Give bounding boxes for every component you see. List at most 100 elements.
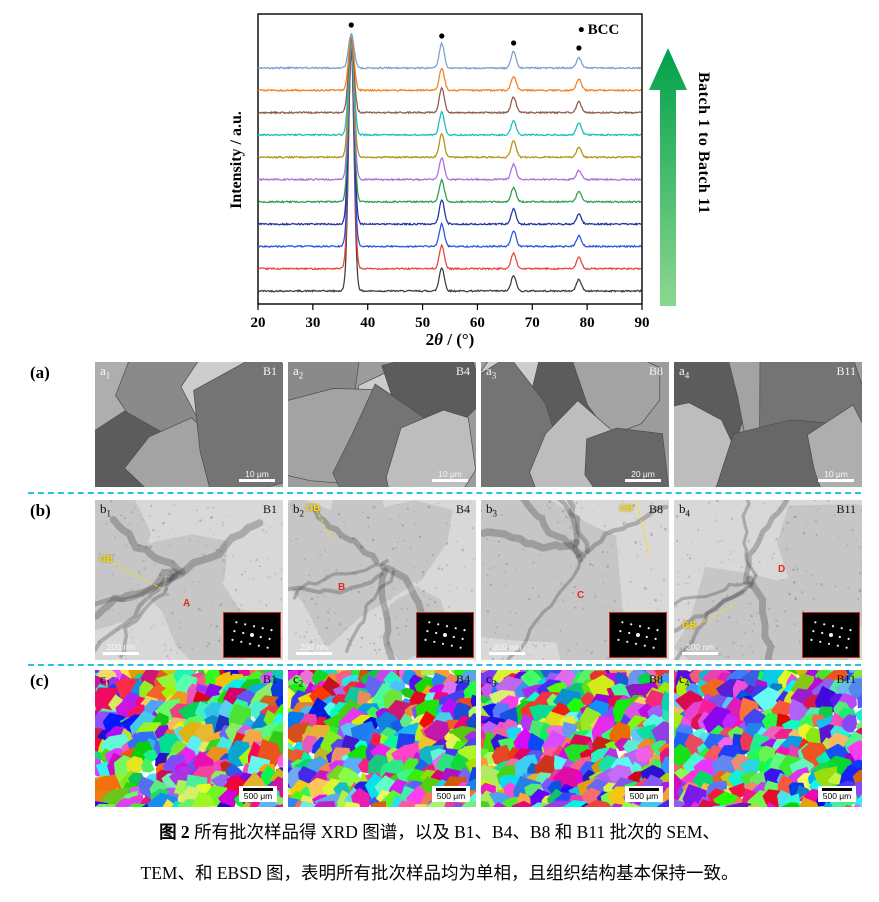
panel-label: a1 — [100, 364, 110, 381]
scale-bar-text: 10 μm — [824, 468, 848, 479]
scale-bar: 10 μm — [432, 468, 468, 482]
panel-label: b2 — [293, 502, 304, 519]
panel-label: a2 — [293, 364, 303, 381]
panel-index: 1 — [105, 678, 111, 689]
panel-letter: a — [100, 363, 106, 378]
ebsd-panel-b4: c2 B4 500 μm — [288, 670, 476, 807]
svg-text:80: 80 — [580, 315, 595, 331]
svg-text:50: 50 — [415, 315, 430, 331]
diffraction-pattern-inset — [802, 612, 860, 658]
panel-index: 3 — [491, 678, 497, 689]
scale-bar: 200 nm — [682, 642, 718, 655]
diffraction-pattern-inset — [223, 612, 281, 658]
panel-index: 4 — [684, 370, 690, 381]
tem-panel-b4: GB B b2 B4 200 nm — [288, 500, 476, 660]
svg-text:20: 20 — [251, 315, 266, 331]
panel-letter: a — [679, 363, 685, 378]
scale-bar-text: 200 nm — [492, 641, 522, 652]
tem-row: GB A b1 B1 200 nm GB B b2 B4 200 nm GB C… — [95, 500, 862, 660]
scale-bar-text: 500 μm — [822, 790, 852, 801]
grain-boundary-label: GB — [306, 503, 321, 514]
panel-label: b3 — [486, 502, 497, 519]
scale-bar: 200 nm — [489, 641, 525, 655]
panel-letter: c — [293, 671, 299, 686]
panel-index: 4 — [685, 508, 691, 519]
sem-image — [481, 362, 669, 487]
scale-bar-line — [436, 787, 466, 791]
scale-bar-text: 500 μm — [629, 790, 659, 801]
legend-bcc: • BCC — [578, 20, 619, 42]
grain-boundary-label: GB — [619, 503, 634, 514]
scale-bar-line — [103, 652, 139, 655]
scale-bar: 20 μm — [625, 469, 661, 482]
batch-label: B11 — [836, 502, 856, 516]
panel-label: c4 — [679, 672, 689, 689]
sem-image — [95, 362, 283, 487]
ebsd-panel-b8: c3 B8 500 μm — [481, 670, 669, 807]
tem-panel-b11: GB D b4 B11 200 nm — [674, 500, 862, 660]
row-label-a: (a) — [30, 363, 50, 382]
scale-bar-text: 10 μm — [438, 468, 462, 479]
scale-bar-line — [629, 787, 659, 791]
sem-panel-b1: a1 B1 10 μm — [95, 362, 283, 487]
scale-bar-text: 200 nm — [106, 641, 136, 652]
batch-label: B11 — [836, 364, 856, 378]
caption-line-2: TEM、和 EBSD 图，表明所有批次样品均为单相，且组织结构基本保持一致。 — [140, 863, 739, 884]
svg-text:70: 70 — [525, 315, 540, 331]
scale-bar-text: 500 μm — [436, 790, 466, 801]
x-label-post: / (°) — [442, 330, 475, 349]
batch-arrow-label: Batch 1 to Batch 11 — [695, 72, 712, 214]
svg-text:90: 90 — [635, 315, 650, 331]
panel-index: 3 — [492, 508, 498, 519]
panel-label: c2 — [293, 672, 303, 689]
panel-label: c3 — [486, 672, 496, 689]
batch-label: B4 — [455, 672, 470, 686]
panel-letter: a — [486, 363, 492, 378]
scale-bar-line — [432, 479, 468, 482]
figure-caption: 图 2 所有批次样品得 XRD 图谱，以及 B1、B4、B8 和 B11 批次的… — [0, 812, 879, 894]
sem-panel-b8: a3 B8 20 μm — [481, 362, 669, 487]
scale-bar-text: 200 nm — [299, 641, 329, 652]
scale-bar-line — [625, 479, 661, 482]
ebsd-map — [95, 670, 283, 807]
scale-bar: 500 μm — [818, 785, 856, 802]
x-label-pre: 2 — [425, 330, 435, 349]
panel-label: b1 — [100, 502, 111, 519]
panel-index: 4 — [684, 678, 690, 689]
sem-image — [288, 362, 476, 487]
grain-boundary-label: GB — [682, 620, 697, 631]
svg-text:30: 30 — [305, 315, 320, 331]
panel-letter: b — [100, 501, 107, 516]
panel-index: 1 — [105, 370, 111, 381]
sem-panel-b11: a4 B11 10 μm — [674, 362, 862, 487]
scale-bar-line — [296, 652, 332, 655]
scale-bar: 500 μm — [625, 785, 663, 802]
batch-label: B8 — [648, 364, 663, 378]
region-marker: D — [778, 564, 786, 575]
panel-letter: c — [486, 671, 492, 686]
panel-index: 1 — [106, 508, 112, 519]
legend-label: BCC — [587, 22, 620, 38]
scale-bar: 500 μm — [432, 785, 470, 802]
panel-index: 2 — [299, 508, 305, 519]
scale-bar-line — [489, 652, 525, 655]
panel-label: c1 — [100, 672, 110, 689]
sem-panel-b4: a2 B4 10 μm — [288, 362, 476, 487]
caption-line-1: 图 2 所有批次样品得 XRD 图谱，以及 B1、B4、B8 和 B11 批次的… — [34, 812, 845, 853]
scale-bar: 500 μm — [239, 785, 277, 802]
batch-label: B8 — [648, 502, 663, 516]
caption-line-1-text: 所有批次样品得 XRD 图谱，以及 B1、B4、B8 和 B11 批次的 SEM… — [189, 822, 720, 842]
panel-letter: b — [486, 501, 493, 516]
ebsd-panel-b11: c4 B11 500 μm — [674, 670, 862, 807]
row-divider — [28, 492, 861, 494]
scale-bar-line — [818, 479, 854, 482]
ebsd-map — [481, 670, 669, 807]
batch-label: B1 — [262, 672, 277, 686]
panel-index: 2 — [298, 370, 304, 381]
scale-bar: 10 μm — [239, 469, 275, 482]
sem-row: a1 B1 10 μm a2 B4 10 μm a3 B8 20 μm a4 B… — [95, 362, 862, 487]
scale-bar-text: 500 μm — [243, 790, 273, 801]
region-marker: C — [577, 590, 585, 601]
batch-label: B1 — [262, 364, 277, 378]
panel-letter: b — [293, 501, 300, 516]
